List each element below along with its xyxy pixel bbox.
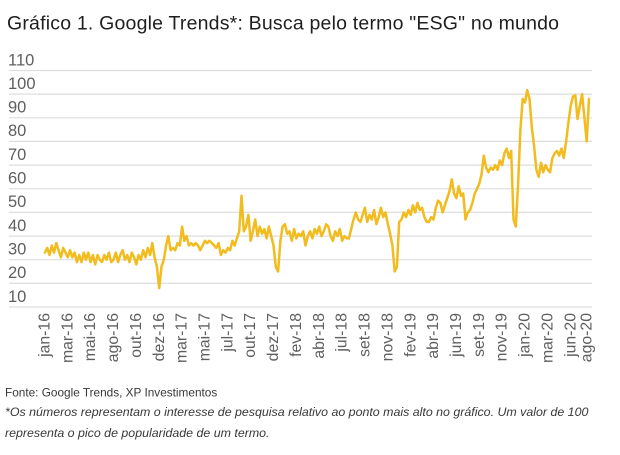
svg-text:dez-16: dez-16 — [151, 313, 168, 362]
svg-text:*Os números representam o inte: *Os números representam o interesse de p… — [5, 405, 588, 419]
svg-text:set-19: set-19 — [471, 313, 488, 357]
svg-text:representa o pico de popularid: representa o pico de popularidade de um … — [5, 426, 270, 440]
svg-text:50: 50 — [8, 193, 26, 211]
svg-text:jun-19: jun-19 — [448, 313, 465, 358]
svg-text:90: 90 — [8, 99, 26, 117]
svg-text:jul-18: jul-18 — [334, 313, 351, 353]
svg-text:set-18: set-18 — [357, 313, 374, 357]
svg-text:mar-17: mar-17 — [174, 313, 191, 363]
svg-text:60: 60 — [8, 170, 26, 188]
svg-text:nov-18: nov-18 — [379, 313, 396, 362]
svg-text:fev-19: fev-19 — [402, 313, 419, 357]
svg-text:jan-20: jan-20 — [517, 313, 534, 358]
svg-text:mar-20: mar-20 — [539, 313, 556, 363]
svg-text:abr-18: abr-18 — [311, 313, 328, 359]
svg-text:Fonte: Google Trends, XP Inves: Fonte: Google Trends, XP Investimentos — [5, 386, 217, 400]
svg-text:out-16: out-16 — [128, 313, 145, 358]
svg-text:mai-16: mai-16 — [82, 313, 99, 361]
svg-text:jul-17: jul-17 — [219, 313, 236, 353]
svg-text:110: 110 — [8, 51, 34, 69]
svg-text:70: 70 — [8, 146, 26, 164]
svg-text:Gráfico 1. Google Trends*: Bus: Gráfico 1. Google Trends*: Busca pelo te… — [7, 13, 559, 35]
svg-text:10: 10 — [8, 288, 26, 306]
svg-text:80: 80 — [8, 122, 26, 140]
svg-text:nov-19: nov-19 — [494, 313, 511, 362]
svg-text:ago-20: ago-20 — [579, 313, 596, 362]
svg-text:ago-16: ago-16 — [105, 313, 122, 362]
svg-text:40: 40 — [8, 217, 26, 235]
svg-text:20: 20 — [8, 264, 26, 282]
svg-text:fev-18: fev-18 — [288, 313, 305, 357]
svg-text:jan-16: jan-16 — [37, 313, 54, 358]
svg-text:30: 30 — [8, 241, 26, 259]
svg-text:jun-20: jun-20 — [562, 313, 579, 358]
svg-text:out-17: out-17 — [242, 313, 259, 358]
svg-text:100: 100 — [8, 75, 36, 93]
svg-text:mar-16: mar-16 — [59, 313, 76, 363]
svg-text:mai-17: mai-17 — [197, 313, 214, 361]
svg-text:dez-17: dez-17 — [265, 313, 282, 361]
svg-text:abr-19: abr-19 — [425, 313, 442, 359]
